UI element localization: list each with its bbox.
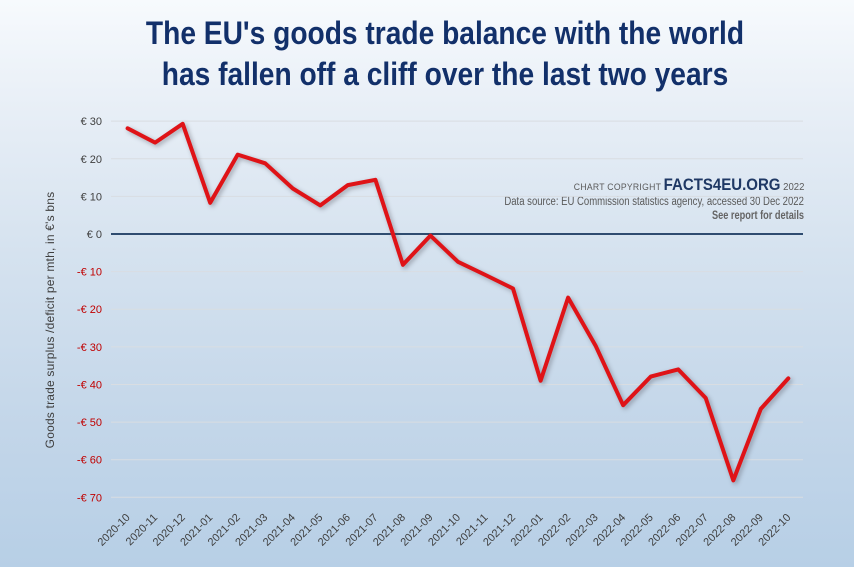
svg-text:€ 10: € 10 [81,191,102,203]
svg-text:-€ 30: -€ 30 [77,342,102,354]
svg-text:-€ 20: -€ 20 [77,304,102,316]
svg-text:-€ 60: -€ 60 [77,455,102,467]
svg-text:€ 30: € 30 [81,116,102,128]
svg-text:-€ 50: -€ 50 [77,417,102,429]
svg-text:€ 20: € 20 [81,154,102,166]
svg-text:-€ 10: -€ 10 [77,267,102,279]
svg-text:-€ 70: -€ 70 [77,492,102,504]
svg-text:-€ 40: -€ 40 [77,380,102,392]
svg-text:€ 0: € 0 [87,229,102,241]
